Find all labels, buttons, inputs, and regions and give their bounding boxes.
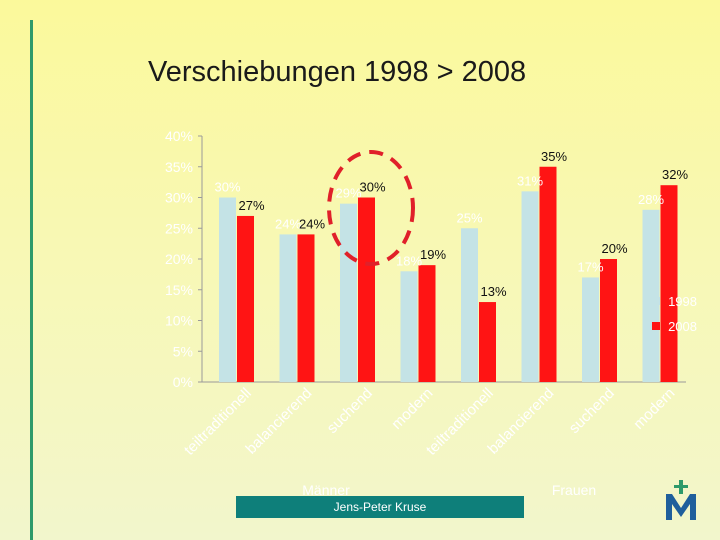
group-label: Frauen	[552, 482, 596, 498]
y-tick-label: 10%	[165, 313, 193, 329]
data-label-2008: 32%	[662, 167, 688, 182]
logo-icon	[666, 480, 696, 520]
bar-2008	[479, 302, 496, 382]
author-name: Jens-Peter Kruse	[333, 500, 427, 514]
y-tick-label: 25%	[165, 220, 193, 236]
legend-label-1998: 1998	[668, 294, 697, 309]
bar-1998	[279, 234, 297, 382]
x-tick-label: modern	[388, 385, 436, 433]
data-label-2008: 35%	[541, 149, 567, 164]
data-label-1998: 18%	[396, 253, 422, 268]
bar-2008	[600, 259, 617, 382]
y-tick-label: 40%	[165, 128, 193, 144]
bar-2008	[539, 166, 557, 382]
y-tick-label: 20%	[165, 251, 193, 267]
highlight-ellipse	[327, 150, 415, 266]
bar-2008	[358, 197, 375, 382]
y-tick-label: 0%	[173, 374, 193, 390]
data-label-1998: 24%	[275, 216, 301, 231]
data-label-2008: 27%	[238, 198, 264, 213]
group-label: Männer	[302, 482, 350, 498]
data-label-1998: 29%	[335, 186, 361, 201]
x-tick-label: suchend	[566, 385, 618, 437]
data-label-1998: 31%	[517, 173, 543, 188]
data-label-1998: 25%	[456, 210, 482, 225]
bar-1998	[582, 277, 599, 382]
bar-2008	[418, 265, 436, 382]
bar-1998	[340, 203, 357, 382]
bar-1998	[461, 228, 478, 382]
bar-2008	[237, 215, 254, 382]
legend-swatch-2008	[652, 322, 660, 330]
y-tick-label: 35%	[165, 159, 193, 175]
legend-label-2008: 2008	[668, 319, 697, 334]
data-label-1998: 17%	[577, 259, 603, 274]
legend-swatch-1998	[652, 297, 660, 305]
data-label-2008: 24%	[299, 216, 325, 231]
data-label-2008: 19%	[420, 247, 446, 262]
bar-1998	[642, 209, 660, 382]
data-label-1998: 30%	[214, 180, 240, 195]
bar-1998	[400, 271, 418, 382]
bar-2008	[660, 185, 678, 382]
y-tick-label: 5%	[173, 343, 193, 359]
author-footer-bar	[236, 496, 524, 518]
x-tick-label: modern	[630, 385, 678, 433]
page-title: Verschiebungen 1998 > 2008	[148, 56, 527, 88]
data-label-2008: 30%	[359, 180, 385, 195]
data-label-2008: 20%	[601, 241, 627, 256]
data-label-2008: 13%	[480, 284, 506, 299]
bar-1998	[521, 191, 539, 382]
left-accent-rule	[30, 20, 33, 540]
data-label-1998: 28%	[638, 192, 664, 207]
y-tick-label: 30%	[165, 190, 193, 206]
y-tick-label: 15%	[165, 282, 193, 298]
bar-1998	[219, 197, 236, 382]
bar-2008	[297, 234, 315, 382]
x-tick-label: suchend	[324, 385, 376, 437]
